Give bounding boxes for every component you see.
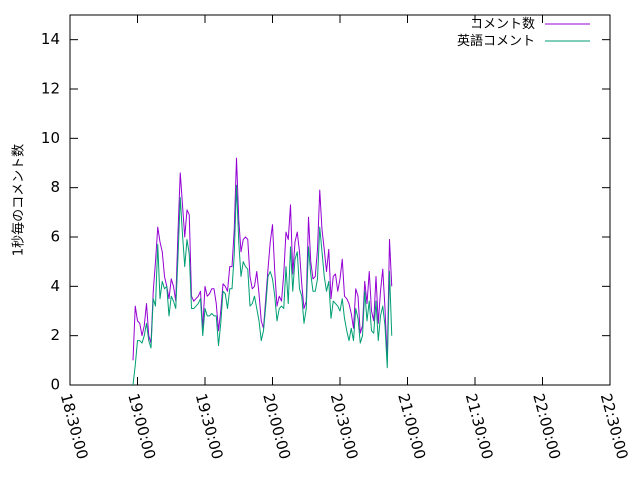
y-axis-ticks: 0 2 4 6 8 10 12 14	[41, 30, 610, 394]
x-tick-label: 21:30:00	[462, 392, 497, 462]
x-tick-label: 20:30:00	[327, 392, 362, 462]
x-tick-label: 22:00:00	[529, 392, 564, 462]
y-tick-label: 2	[50, 326, 60, 344]
x-axis-ticks: 18:30:00 19:00:00 19:30:00 20:00:00 20:30:00…	[57, 15, 632, 461]
y-tick-label: 10	[41, 129, 60, 147]
x-tick-label: 19:30:00	[192, 392, 227, 462]
x-tick-label: 22:30:00	[597, 392, 632, 462]
y-tick-label: 14	[41, 30, 60, 48]
legend: コメント数 英語コメント	[457, 17, 590, 49]
series-lines	[132, 157, 393, 386]
legend-label-comments: コメント数	[470, 17, 535, 32]
x-tick-label: 20:00:00	[259, 392, 294, 462]
y-axis-label: 1秒毎のコメント数	[11, 144, 27, 256]
plot-frame	[69, 14, 611, 386]
series-line-0	[132, 157, 393, 361]
y-tick-label: 0	[50, 376, 60, 394]
y-tick-label: 12	[41, 80, 60, 98]
series-line-1	[132, 184, 393, 386]
x-tick-label: 21:00:00	[394, 392, 429, 462]
x-tick-label: 18:30:00	[57, 392, 92, 462]
y-tick-label: 8	[50, 178, 60, 196]
y-tick-label: 4	[50, 277, 60, 295]
x-tick-label: 19:00:00	[124, 392, 159, 462]
legend-label-english: 英語コメント	[457, 33, 535, 49]
y-tick-label: 6	[50, 228, 60, 246]
